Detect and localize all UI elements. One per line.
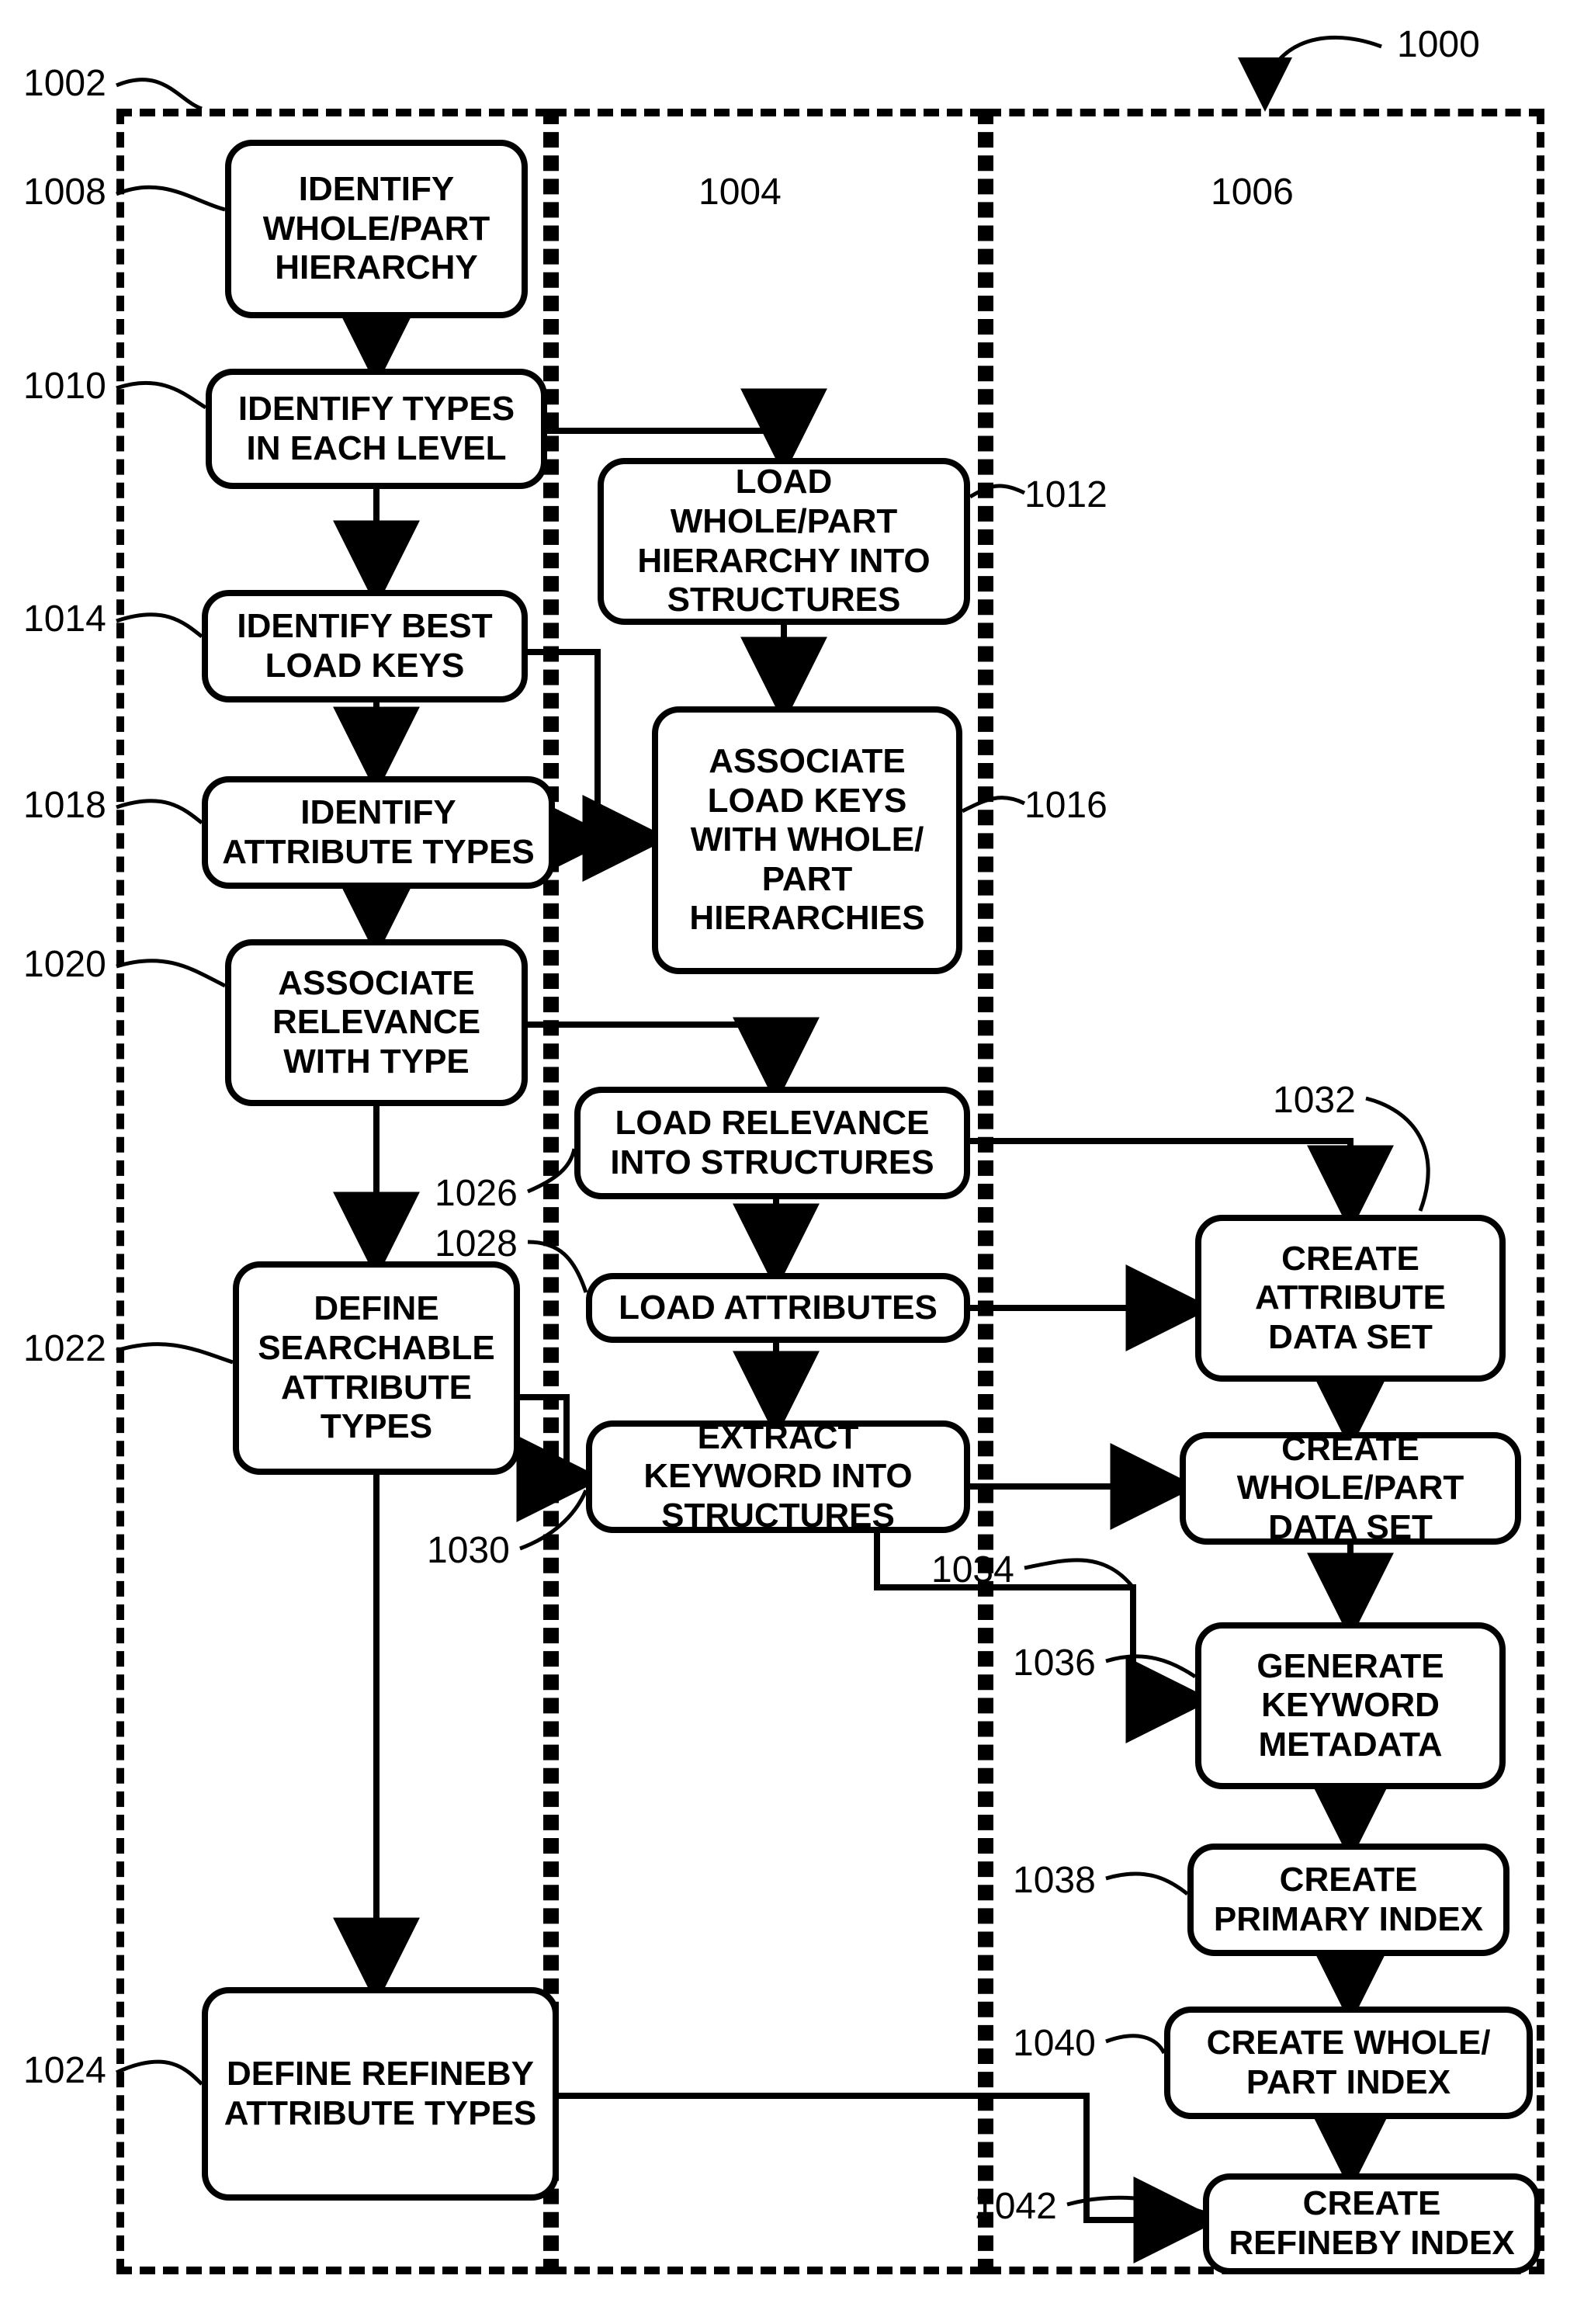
n1038-label: CREATE PRIMARY INDEX [1208,1861,1489,1939]
n1014: IDENTIFY BEST LOAD KEYS [202,590,528,702]
l1008: 1008 [23,171,106,213]
l1024: 1024 [23,2049,106,2092]
l1006: 1006 [1211,171,1294,213]
n1024-label: DEFINE REFINEBY ATTRIBUTE TYPES [222,2055,539,2133]
l1030: 1030 [427,1529,510,1572]
l1034: 1034 [931,1549,1014,1591]
n1008-label: IDENTIFY WHOLE/PART HIERARCHY [245,170,508,288]
n1016-label: ASSOCIATE LOAD KEYS WITH WHOLE/ PART HIE… [672,742,942,938]
n1030: EXTRACT KEYWORD INTO STRUCTURES [586,1420,970,1533]
l1026: 1026 [435,1172,518,1215]
n1028-label: LOAD ATTRIBUTES [619,1289,938,1328]
n1026-label: LOAD RELEVANCE INTO STRUCTURES [594,1104,950,1182]
n1040-label: CREATE WHOLE/ PART INDEX [1184,2024,1513,2102]
l1014: 1014 [23,598,106,640]
n1012: LOAD WHOLE/PART HIERARCHY INTO STRUCTURE… [598,458,970,625]
l1038: 1038 [1013,1859,1096,1902]
n1036: GENERATE KEYWORD METADATA [1195,1622,1506,1789]
l1000: 1000 [1397,23,1480,66]
l1012: 1012 [1024,473,1107,516]
l1002: 1002 [23,62,106,105]
l1040: 1040 [1013,2022,1096,2065]
l1028: 1028 [435,1223,518,1265]
l1016: 1016 [1024,784,1107,827]
n1008: IDENTIFY WHOLE/PART HIERARCHY [225,140,528,318]
l1022: 1022 [23,1327,106,1370]
n1032: CREATE ATTRIBUTE DATA SET [1195,1215,1506,1382]
l1010: 1010 [23,365,106,408]
n1024: DEFINE REFINEBY ATTRIBUTE TYPES [202,1987,559,2201]
n1034-label: CREATE WHOLE/PART DATA SET [1200,1430,1501,1548]
n1014-label: IDENTIFY BEST LOAD KEYS [222,607,508,685]
l1032: 1032 [1273,1079,1356,1122]
leader-l1000 [1265,37,1381,101]
n1012-label: LOAD WHOLE/PART HIERARCHY INTO STRUCTURE… [618,463,950,619]
n1022-label: DEFINE SEARCHABLE ATTRIBUTE TYPES [253,1289,500,1446]
n1028: LOAD ATTRIBUTES [586,1273,970,1343]
n1042: CREATE REFINEBY INDEX [1203,2173,1541,2274]
n1030-label: EXTRACT KEYWORD INTO STRUCTURES [606,1418,950,1536]
l1042b: 1042 [974,2185,1057,2228]
l1018: 1018 [23,784,106,827]
n1020-label: ASSOCIATE RELEVANCE WITH TYPE [245,964,508,1082]
n1034: CREATE WHOLE/PART DATA SET [1180,1432,1521,1545]
diagram-canvas: IDENTIFY WHOLE/PART HIERARCHY IDENTIFY TY… [0,0,1584,2324]
n1036-label: GENERATE KEYWORD METADATA [1215,1647,1485,1765]
n1018-label: IDENTIFY ATTRIBUTE TYPES [222,793,535,872]
n1038: CREATE PRIMARY INDEX [1187,1844,1509,1956]
n1026: LOAD RELEVANCE INTO STRUCTURES [574,1087,970,1199]
l1020: 1020 [23,943,106,986]
leader-l1002 [116,80,202,109]
n1032-label: CREATE ATTRIBUTE DATA SET [1215,1240,1485,1358]
n1022: DEFINE SEARCHABLE ATTRIBUTE TYPES [233,1261,520,1475]
n1042-label: CREATE REFINEBY INDEX [1223,2184,1520,2263]
n1016: ASSOCIATE LOAD KEYS WITH WHOLE/ PART HIE… [652,706,962,974]
n1010-label: IDENTIFY TYPES IN EACH LEVEL [226,390,527,468]
n1010: IDENTIFY TYPES IN EACH LEVEL [206,369,547,489]
n1018: IDENTIFY ATTRIBUTE TYPES [202,776,555,889]
n1020: ASSOCIATE RELEVANCE WITH TYPE [225,939,528,1106]
n1040: CREATE WHOLE/ PART INDEX [1164,2007,1533,2119]
l1036: 1036 [1013,1642,1096,1684]
l1004: 1004 [698,171,782,213]
